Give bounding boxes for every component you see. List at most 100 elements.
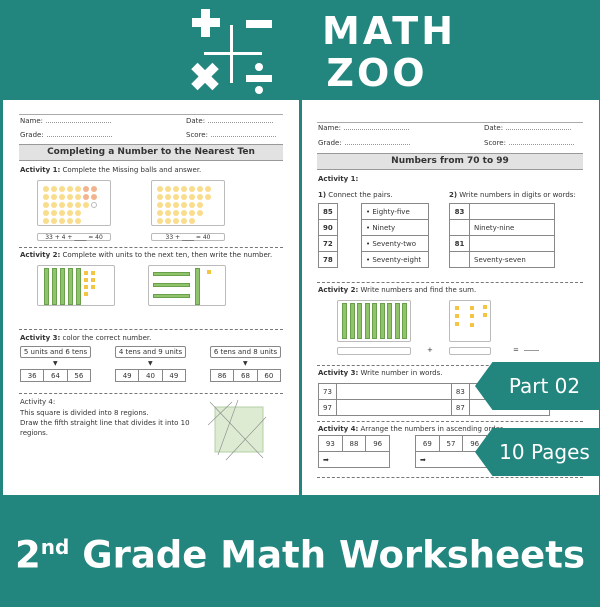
- ball: [173, 186, 179, 192]
- answer-box-tens[interactable]: [337, 347, 411, 355]
- option-cell[interactable]: 49: [114, 369, 140, 382]
- plus-sign: +: [427, 346, 433, 354]
- ball: [173, 218, 179, 224]
- pairs-numbers-table: 85 90 72 78: [318, 203, 338, 268]
- option-cell[interactable]: 86: [209, 369, 235, 382]
- option-cell[interactable]: 60: [256, 369, 282, 382]
- ball: [157, 210, 163, 216]
- ball: [91, 186, 97, 192]
- ball: [75, 210, 81, 216]
- activity-4-label: Activity 4:: [20, 398, 56, 406]
- pair-word[interactable]: • Eighty-five: [361, 203, 429, 220]
- pair-word[interactable]: • Seventy-two: [361, 235, 429, 252]
- ball: [157, 218, 163, 224]
- ball: [67, 218, 73, 224]
- activity-3-label: Activity 3: color the correct number.: [20, 334, 152, 342]
- option-cell[interactable]: 64: [43, 369, 68, 382]
- page-title: Completing a Number to the Nearest Ten: [19, 144, 283, 161]
- ball: [67, 202, 73, 208]
- ball: [75, 186, 81, 192]
- tens-rods-box: [337, 300, 411, 342]
- ball: [173, 194, 179, 200]
- activity-3-prompt: 4 tens and 9 units: [115, 346, 186, 358]
- ball: [173, 210, 179, 216]
- sum-answer-line[interactable]: [524, 350, 539, 351]
- ball: [83, 186, 89, 192]
- name-field: Name:: [20, 117, 112, 125]
- grade-field: Grade:: [318, 139, 410, 147]
- ball: [165, 218, 171, 224]
- activity-2-label: Activity 2: Write numbers and find the s…: [318, 286, 477, 294]
- activity-1-label: Activity 1:: [318, 175, 359, 183]
- option-cell[interactable]: 40: [138, 369, 163, 382]
- logo-line2: ZOO: [326, 51, 428, 95]
- pair-number[interactable]: 90: [318, 219, 338, 236]
- ball: [165, 202, 171, 208]
- digits-cell[interactable]: 81: [449, 235, 470, 252]
- name-field: Name:: [318, 124, 410, 132]
- words-cell[interactable]: Ninety-nine: [469, 219, 555, 236]
- ball: [157, 186, 163, 192]
- words-cell[interactable]: [469, 235, 555, 252]
- pair-number[interactable]: 78: [318, 251, 338, 268]
- ball: [51, 194, 57, 200]
- activity-4-text: This square is divided into 8 regions. Dr…: [20, 409, 190, 437]
- units-cubes-box: [449, 300, 491, 342]
- score-field: Score:: [484, 139, 574, 147]
- ball: [43, 186, 49, 192]
- ball: [165, 186, 171, 192]
- ball: [197, 202, 203, 208]
- digits-cell[interactable]: [449, 251, 470, 268]
- words-cell[interactable]: Seventy-seven: [469, 251, 555, 268]
- worksheet-page-left: Name: Date: Grade: Score: Completing a N…: [3, 100, 299, 495]
- activity-3-options: 86 68 60: [209, 369, 282, 382]
- ten-rod: [387, 303, 392, 339]
- header-banner: MATH ZOO: [0, 0, 600, 100]
- math-zoo-logo: MATH ZOO: [322, 10, 453, 95]
- ball: [67, 186, 73, 192]
- ball: [51, 186, 57, 192]
- ball: [91, 202, 97, 208]
- pair-number[interactable]: 72: [318, 235, 338, 252]
- ball: [189, 218, 195, 224]
- digits-cell[interactable]: 83: [449, 203, 470, 220]
- ten-rod: [394, 303, 400, 339]
- words-cell[interactable]: [469, 203, 555, 220]
- ball: [197, 194, 203, 200]
- ball: [165, 194, 171, 200]
- blocks-box-1: [37, 265, 115, 306]
- part-badge: Part 02: [475, 362, 600, 410]
- equation-2: 33 + ____ = 40: [151, 233, 225, 241]
- ball: [51, 218, 57, 224]
- pages-badge: 10 Pages: [475, 428, 600, 476]
- ball: [75, 218, 81, 224]
- option-cell[interactable]: 36: [19, 369, 45, 382]
- date-field: Date:: [186, 117, 274, 125]
- pairs-words-table: • Eighty-five • Ninety • Seventy-two • Seve…: [361, 203, 429, 268]
- ball: [67, 210, 73, 216]
- pair-number[interactable]: 85: [318, 203, 338, 220]
- answer-box-units[interactable]: [449, 347, 491, 355]
- pair-word[interactable]: • Ninety: [361, 219, 429, 236]
- balls-box-1: [37, 180, 111, 226]
- ball: [197, 186, 203, 192]
- ball: [181, 186, 187, 192]
- ball: [59, 186, 65, 192]
- divided-square-diagram: [208, 400, 267, 461]
- ball: [43, 218, 49, 224]
- ball: [165, 210, 171, 216]
- activity-3-options: 36 64 56: [19, 369, 92, 382]
- ball: [67, 194, 73, 200]
- option-cell[interactable]: 68: [233, 369, 258, 382]
- ball: [83, 194, 89, 200]
- digits-cell[interactable]: [449, 219, 470, 236]
- ball: [189, 202, 195, 208]
- pair-word[interactable]: • Seventy-eight: [361, 251, 429, 268]
- ball: [205, 186, 211, 192]
- option-cell[interactable]: 56: [66, 369, 92, 382]
- ball: [43, 202, 49, 208]
- ball: [189, 186, 195, 192]
- blocks-box-2: [148, 265, 226, 306]
- option-cell[interactable]: 49: [161, 369, 187, 382]
- ball: [157, 202, 163, 208]
